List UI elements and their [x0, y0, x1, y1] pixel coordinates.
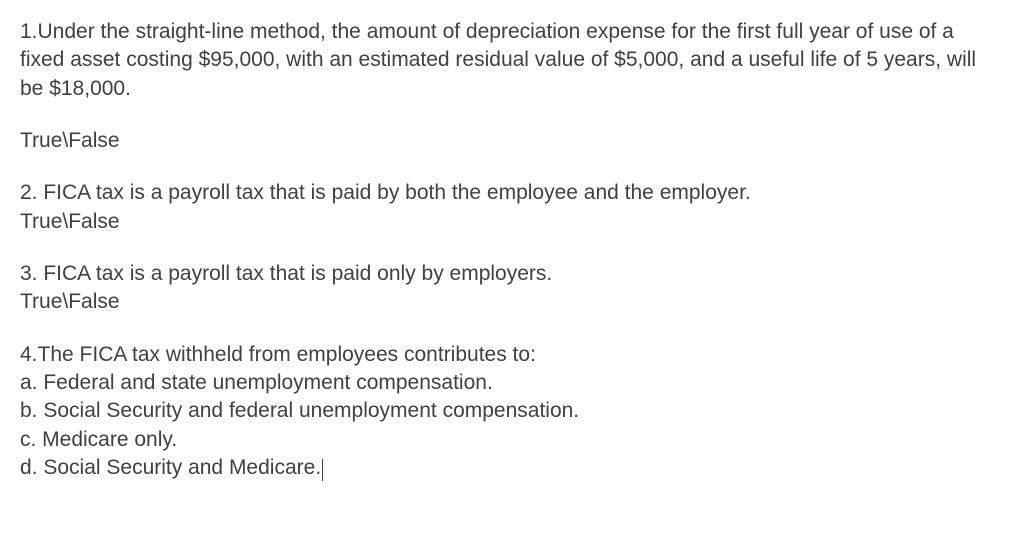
question-4-option-a: a. Federal and state unemployment compen…	[20, 369, 1004, 397]
question-4-option-b: b. Social Security and federal unemploym…	[20, 397, 1004, 425]
question-1-text: 1.Under the straight-line method, the am…	[20, 18, 1004, 103]
question-2: 2. FICA tax is a payroll tax that is pai…	[20, 179, 1004, 236]
question-4-option-c: c. Medicare only.	[20, 426, 1004, 454]
question-1-prompt: True\False	[20, 127, 1004, 155]
question-3-prompt: True\False	[20, 288, 1004, 316]
question-4-option-d: d. Social Security and Medicare.	[20, 454, 1004, 482]
question-4-option-d-text: d. Social Security and Medicare.	[20, 456, 321, 479]
question-3: 3. FICA tax is a payroll tax that is pai…	[20, 260, 1004, 317]
text-cursor-icon	[322, 459, 323, 481]
question-1: 1.Under the straight-line method, the am…	[20, 18, 1004, 155]
question-2-prompt: True\False	[20, 208, 1004, 236]
question-4: 4.The FICA tax withheld from employees c…	[20, 341, 1004, 483]
question-4-text: 4.The FICA tax withheld from employees c…	[20, 341, 1004, 369]
question-2-text: 2. FICA tax is a payroll tax that is pai…	[20, 179, 1004, 207]
question-3-text: 3. FICA tax is a payroll tax that is pai…	[20, 260, 1004, 288]
